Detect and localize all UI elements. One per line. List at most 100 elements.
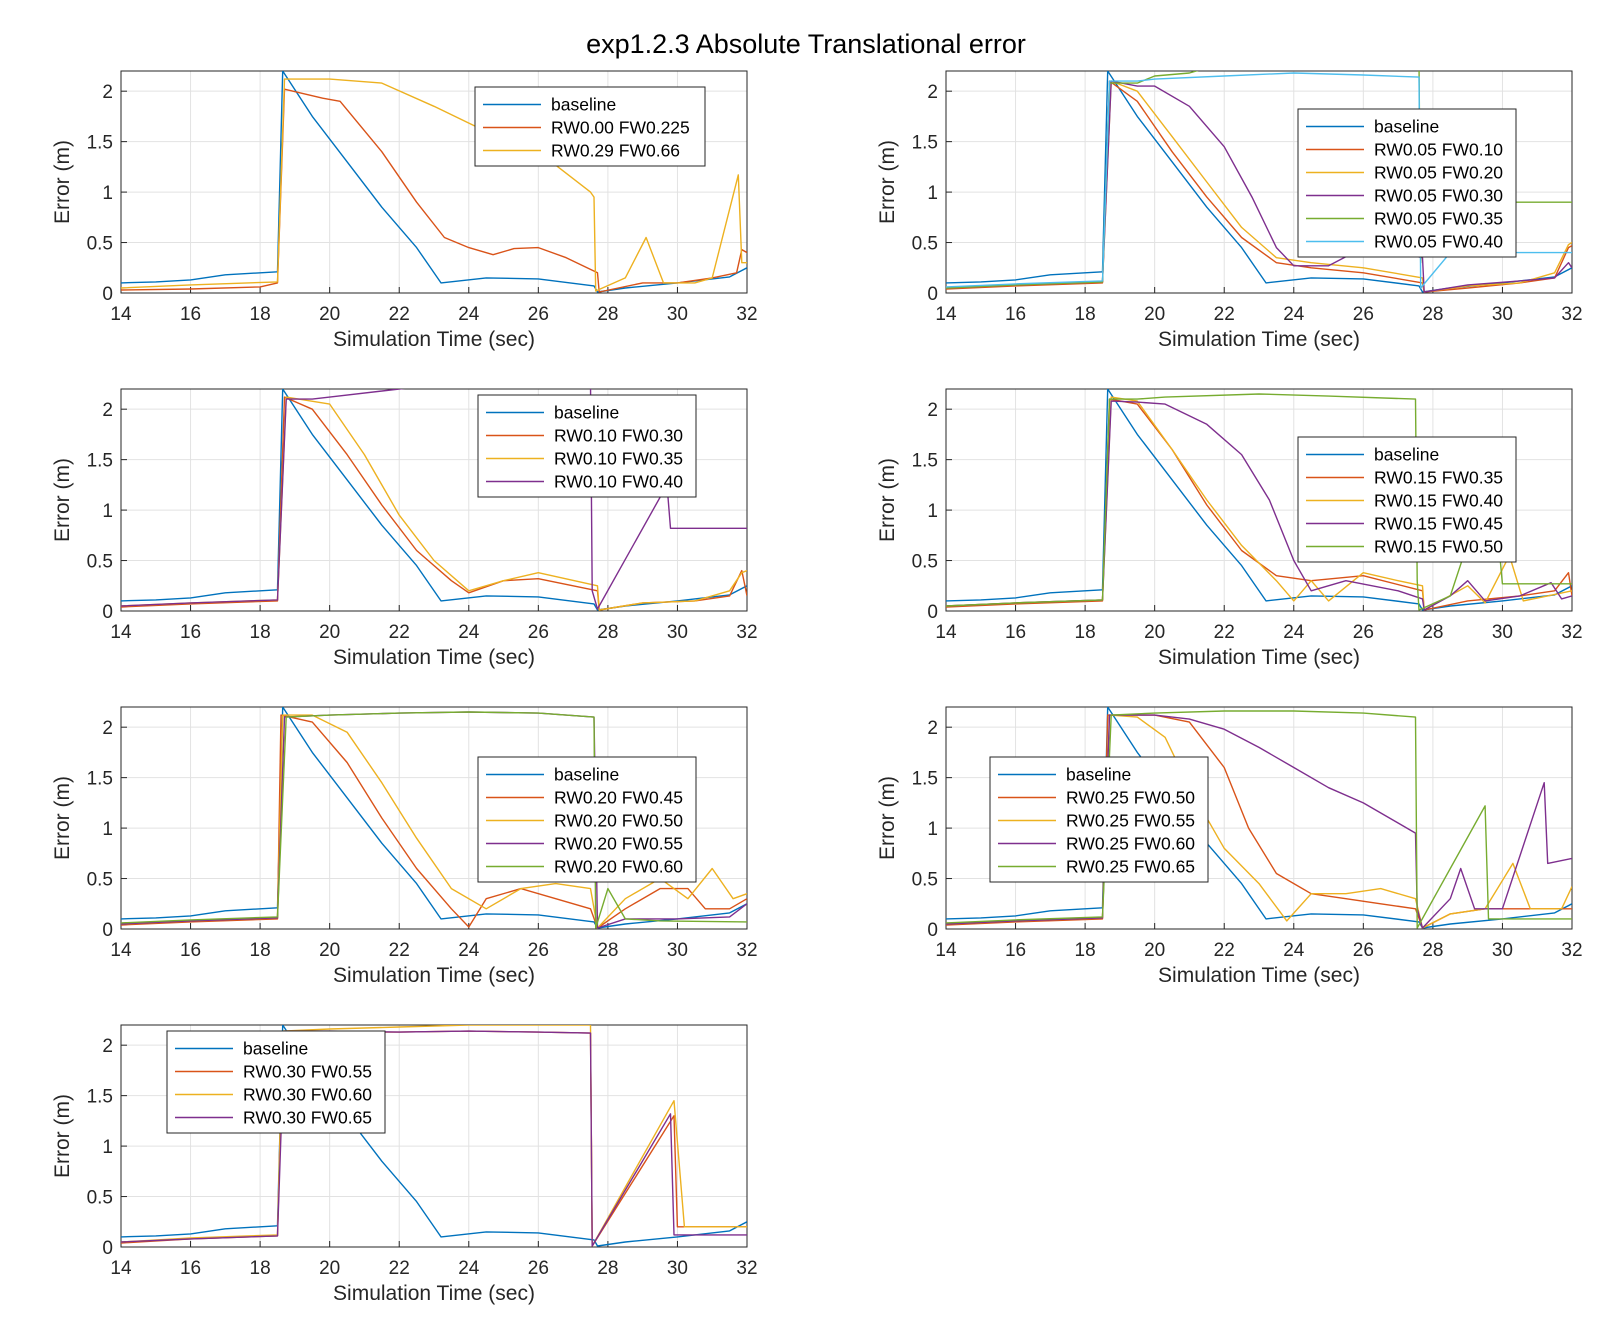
x-tick-label: 22 — [1214, 304, 1235, 325]
y-tick-label: 0.5 — [912, 234, 938, 255]
x-tick-label: 22 — [1214, 622, 1235, 643]
x-tick-label: 24 — [458, 1258, 480, 1279]
y-axis-label: Error (m) — [876, 140, 899, 224]
legend: baseline RW0.00 FW0.225 RW0.29 FW0.66 — [474, 86, 706, 167]
chart-panel-5: 14 16 18 20 22 24 26 28 30 32 0 0.5 1 1.5 2 Simulation … — [51, 706, 758, 987]
x-tick-label: 26 — [1353, 622, 1374, 643]
x-axis-label: Simulation Time (sec) — [333, 1282, 535, 1305]
x-tick-label: 14 — [110, 940, 132, 961]
x-tick-label: 14 — [110, 304, 132, 325]
y-tick-label: 0.5 — [912, 552, 938, 573]
y-tick-label: 2 — [102, 718, 113, 739]
legend-label: RW0.20 FW0.60 — [554, 857, 683, 877]
y-tick-label: 0 — [927, 920, 938, 941]
y-tick-label: 1 — [102, 183, 113, 204]
chart-panel-1: 14 16 18 20 22 24 26 28 30 32 0 0.5 1 1.5 2 Simulation … — [51, 70, 758, 351]
y-tick-label: 0.5 — [87, 552, 113, 573]
axes-box — [945, 70, 1573, 294]
x-tick-label: 32 — [736, 1258, 757, 1279]
x-tick-label: 28 — [597, 1258, 618, 1279]
x-tick-label: 14 — [935, 304, 957, 325]
x-tick-label: 20 — [319, 622, 340, 643]
y-tick-label: 1.5 — [912, 133, 938, 154]
x-tick-label: 22 — [389, 622, 410, 643]
series-line-rw0-10-fw0-40 — [121, 389, 747, 610]
x-tick-label: 24 — [1283, 940, 1305, 961]
x-tick-label: 30 — [667, 1258, 688, 1279]
legend-box — [477, 756, 697, 883]
y-tick-label: 0 — [102, 602, 113, 623]
y-axis-label: Error (m) — [51, 1094, 74, 1178]
series-line-rw0-25-fw0-60 — [946, 714, 1572, 929]
legend-label: RW0.05 FW0.30 — [1374, 186, 1503, 206]
x-tick-label: 20 — [1144, 622, 1165, 643]
x-tick-label: 14 — [110, 1258, 132, 1279]
legend: baseline RW0.10 FW0.30 RW0.10 FW0.35 RW0.10… — [477, 394, 697, 498]
chart-panel-3: 14 16 18 20 22 24 26 28 30 32 0 0.5 1 1.5 2 Simulation … — [51, 388, 758, 669]
legend-label: RW0.25 FW0.50 — [1066, 788, 1195, 808]
y-tick-label: 2 — [102, 82, 113, 103]
y-tick-label: 1.5 — [87, 133, 113, 154]
legend-label: RW0.25 FW0.60 — [1066, 834, 1195, 854]
x-tick-label: 32 — [736, 622, 757, 643]
x-tick-label: 20 — [1144, 304, 1165, 325]
legend-label: baseline — [551, 95, 616, 115]
x-tick-label: 20 — [319, 1258, 340, 1279]
series-line-baseline — [946, 389, 1572, 611]
legend-label: RW0.15 FW0.50 — [1374, 537, 1503, 557]
legend-label: RW0.30 FW0.60 — [243, 1085, 372, 1105]
x-tick-label: 22 — [1214, 940, 1235, 961]
series-line-rw0-29-fw0-66 — [121, 78, 747, 292]
series-line-baseline — [121, 71, 747, 293]
legend-label: RW0.20 FW0.50 — [554, 811, 683, 831]
chart-panel-4: 14 16 18 20 22 24 26 28 30 32 0 0.5 1 1.5 2 Simulation … — [876, 388, 1583, 669]
y-tick-label: 0 — [102, 284, 113, 305]
x-tick-label: 24 — [458, 940, 480, 961]
x-axis-label: Simulation Time (sec) — [1158, 328, 1360, 351]
x-tick-label: 18 — [250, 940, 271, 961]
legend-label: RW0.30 FW0.55 — [243, 1062, 372, 1082]
legend-label: RW0.15 FW0.35 — [1374, 468, 1503, 488]
y-tick-label: 0 — [927, 602, 938, 623]
y-tick-label: 1 — [102, 819, 113, 840]
x-tick-label: 22 — [389, 940, 410, 961]
legend-label: baseline — [1374, 117, 1439, 137]
chart-panel-2: 14 16 18 20 22 24 26 28 30 32 0 0.5 1 1.5 2 Simulation … — [876, 70, 1583, 351]
x-tick-label: 24 — [458, 304, 480, 325]
x-tick-label: 28 — [597, 622, 618, 643]
series-line-baseline — [121, 707, 747, 929]
x-tick-label: 24 — [1283, 304, 1305, 325]
x-tick-label: 30 — [1492, 940, 1513, 961]
axes-box — [945, 388, 1573, 612]
x-tick-label: 20 — [1144, 940, 1165, 961]
series-group — [121, 1025, 747, 1247]
x-tick-label: 16 — [180, 622, 201, 643]
legend-label: RW0.29 FW0.66 — [551, 141, 680, 161]
axes-box — [945, 706, 1573, 930]
y-tick-label: 1 — [927, 501, 938, 522]
y-tick-label: 0.5 — [87, 870, 113, 891]
y-axis-label: Error (m) — [51, 140, 74, 224]
y-tick-label: 0 — [927, 284, 938, 305]
x-tick-label: 18 — [250, 622, 271, 643]
x-axis-label: Simulation Time (sec) — [1158, 646, 1360, 669]
series-line-rw0-30-fw0-65 — [121, 1030, 747, 1247]
x-tick-label: 26 — [528, 940, 549, 961]
series-line-rw0-15-fw0-45 — [946, 400, 1572, 611]
series-line-rw0-20-fw0-60 — [121, 711, 747, 929]
x-tick-label: 18 — [250, 1258, 271, 1279]
x-tick-label: 32 — [736, 940, 757, 961]
y-tick-label: 2 — [927, 400, 938, 421]
x-tick-label: 28 — [1422, 940, 1443, 961]
legend-box — [989, 756, 1209, 883]
legend-label: baseline — [243, 1039, 308, 1059]
y-tick-label: 0 — [102, 1238, 113, 1259]
x-tick-label: 30 — [667, 304, 688, 325]
legend-label: RW0.15 FW0.45 — [1374, 514, 1503, 534]
legend-label: RW0.05 FW0.40 — [1374, 232, 1503, 252]
x-tick-label: 24 — [1283, 622, 1305, 643]
y-tick-label: 1 — [102, 1137, 113, 1158]
y-tick-label: 2 — [102, 400, 113, 421]
series-group — [121, 389, 747, 611]
x-tick-label: 18 — [1075, 940, 1096, 961]
